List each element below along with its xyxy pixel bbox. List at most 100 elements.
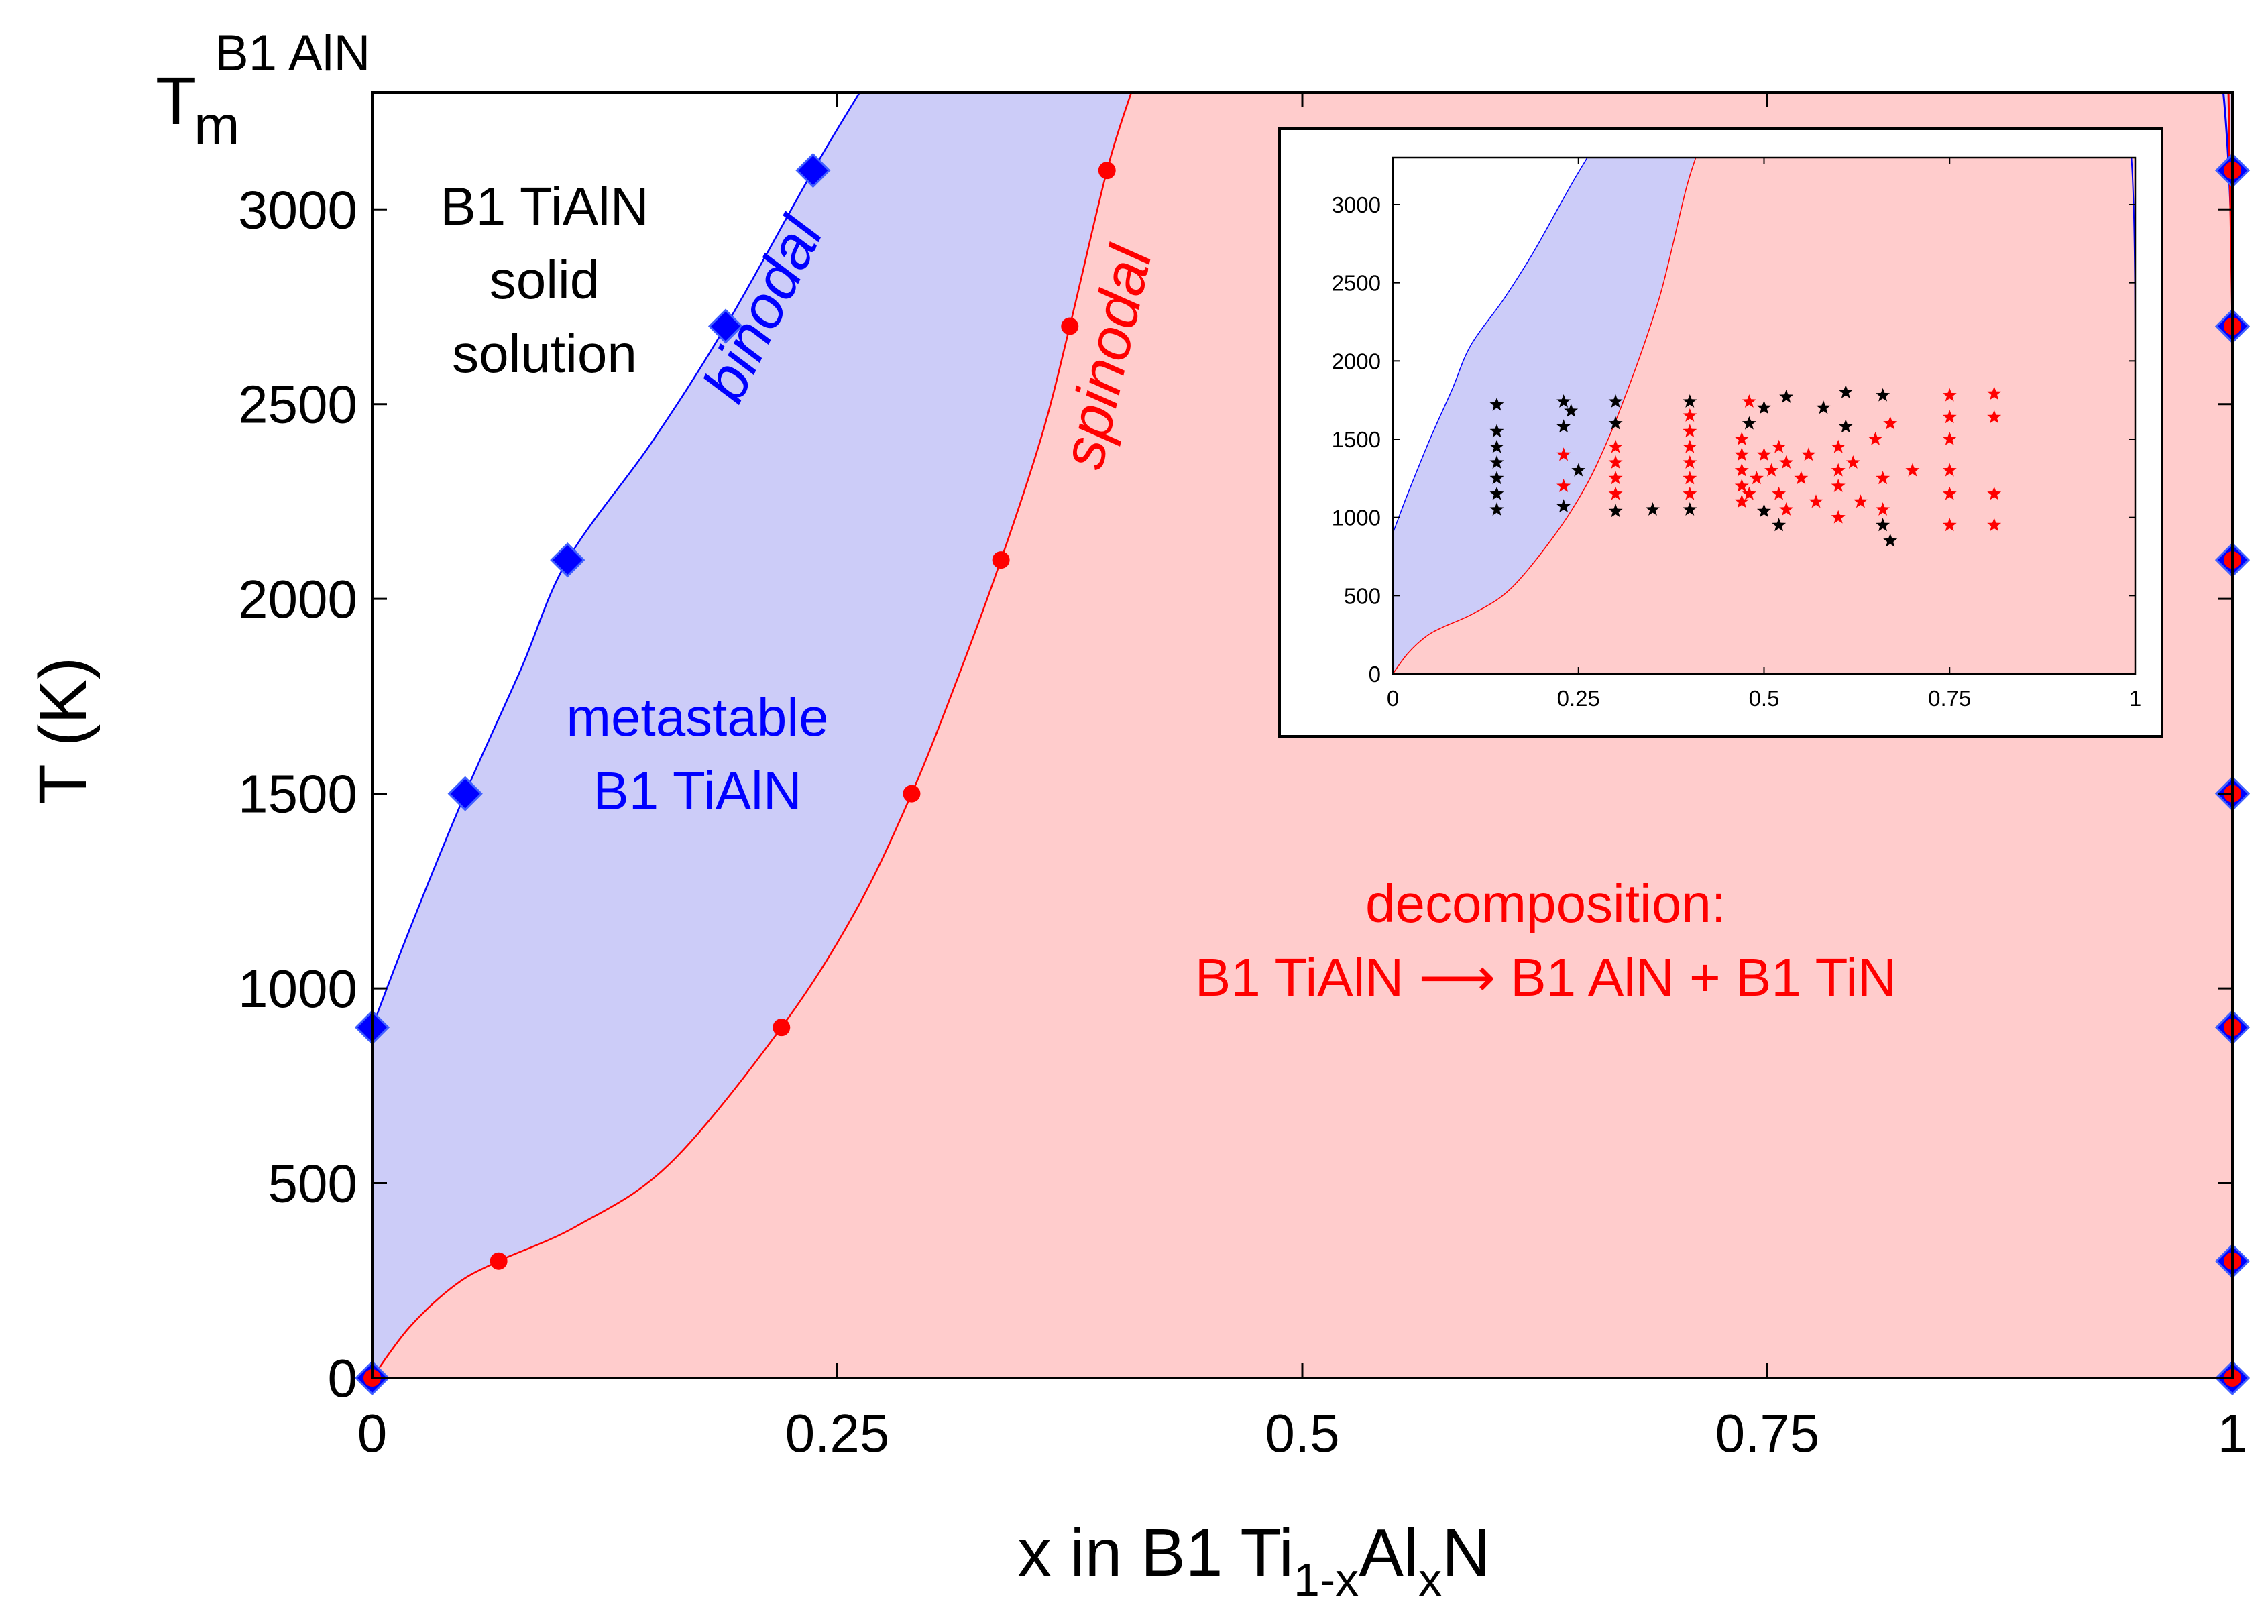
y-tick-label: 2000: [238, 569, 357, 629]
inset-star-red: [1742, 486, 1756, 500]
y-axis-label: T (K): [25, 657, 101, 805]
inset-y-tick-label: 3000: [1332, 192, 1381, 217]
inset-star-red: [1876, 502, 1890, 516]
inset-star-red: [1779, 455, 1794, 469]
metastable-region-fill: [372, 93, 1131, 1378]
inset-y-tick-label: 2000: [1332, 349, 1381, 373]
inset-star-red: [1683, 471, 1697, 485]
inset-star-red: [1683, 408, 1697, 422]
inset-star-red: [1876, 471, 1890, 485]
inset-star-red: [1942, 486, 1957, 500]
inset-star-black: [1838, 419, 1853, 433]
inset-x-tick-label: 1: [2129, 686, 2141, 711]
metastable-label-line2: B1 TiAlN: [593, 761, 801, 821]
inset-y-tick-label: 1000: [1332, 506, 1381, 530]
y-tick-label: 3000: [238, 180, 357, 239]
inset-star-red: [1608, 471, 1623, 485]
annotations: B1 TiAlN solid solution binodal spinodal…: [440, 176, 1896, 1007]
solid-solution-label-line1: B1 TiAlN: [440, 176, 648, 236]
binodal-point: [795, 153, 831, 188]
x-axis-label-al: Al: [1359, 1515, 1418, 1590]
inset-star-red: [1831, 479, 1846, 492]
inset-star-black: [1646, 502, 1660, 516]
inset-star-red: [1683, 424, 1697, 438]
inset-star-black: [1564, 404, 1579, 417]
inset-star-black: [1876, 388, 1890, 402]
inset-star-red: [1742, 394, 1756, 408]
inset-spinodal-curve: [1393, 158, 1697, 674]
inset-star-black: [1556, 394, 1571, 408]
inset-star-black: [1489, 502, 1504, 516]
inset-star-black: [1556, 419, 1571, 433]
inset-star-red: [1987, 410, 2002, 424]
x-tick-label: 1: [2218, 1403, 2248, 1463]
inset-star-black: [1683, 394, 1697, 408]
inset-star-red: [1734, 479, 1749, 492]
inset-star-black: [1571, 463, 1586, 477]
x-tick-label: 0.75: [1715, 1403, 1820, 1463]
inset-star-red: [1794, 471, 1809, 485]
y-tick-label: 1000: [238, 959, 357, 1019]
inset-star-black: [1489, 471, 1504, 485]
tm-sup: B1 AlN: [215, 25, 370, 82]
inset-star-red: [1831, 439, 1846, 453]
binodal-point: [550, 542, 585, 578]
inset-y-tick-label: 1500: [1332, 427, 1381, 452]
inset-star-red: [1683, 439, 1697, 453]
spinodal-point: [1061, 317, 1079, 335]
inset-star-red: [1608, 486, 1623, 500]
inset-y-tick-label: 500: [1344, 583, 1381, 608]
inset-x-tick-label: 0.25: [1557, 686, 1600, 711]
y-tick-label: 0: [328, 1348, 358, 1408]
inset-star-black: [1838, 385, 1853, 398]
inset-star-red: [1556, 447, 1571, 461]
inset-star-red: [1942, 432, 1957, 445]
data-markers: [354, 153, 2251, 1396]
solid-solution-label-line3: solution: [452, 324, 637, 384]
inset-star-black: [1556, 499, 1571, 513]
inset-star-black: [1489, 486, 1504, 500]
inset-binodal-curve: [1393, 158, 1588, 674]
inset-star-red: [1772, 439, 1787, 453]
spinodal-point: [490, 1252, 508, 1270]
binodal-point: [447, 776, 483, 811]
inset-y-tick-label: 2500: [1332, 271, 1381, 296]
y-tick-label: 500: [268, 1154, 357, 1214]
inset-star-red: [1683, 455, 1697, 469]
inset-star-red: [1608, 439, 1623, 453]
inset-star-black: [1779, 390, 1794, 403]
inset-star-red: [1846, 455, 1860, 469]
inset-star-black: [1772, 518, 1787, 532]
inset-star-red: [1853, 494, 1868, 508]
inset-star-black: [1816, 400, 1831, 414]
inset-star-red: [1556, 479, 1571, 492]
inset-star-red: [1987, 486, 2002, 500]
x-axis-label-n: N: [1442, 1515, 1490, 1590]
inset-star-black: [1683, 502, 1697, 516]
inset-x-tick-label: 0.75: [1928, 686, 1971, 711]
inset-star-red: [1987, 386, 2002, 400]
decomposition-label-line2: B1 TiAlN ⟶ B1 AlN + B1 TiN: [1195, 947, 1896, 1007]
inset-star-black: [1608, 416, 1623, 430]
inset-star-red: [1809, 494, 1823, 508]
inset-x-tick-label: 0.5: [1749, 686, 1780, 711]
inset-star-black: [1608, 394, 1623, 408]
inset-star-red: [1683, 486, 1697, 500]
spinodal-point: [903, 785, 921, 803]
metastable-label-line1: metastable: [566, 687, 828, 747]
x-axis-label-base: x in B1 Ti: [1018, 1515, 1294, 1590]
inset-star-black: [1757, 504, 1771, 518]
x-axis-label-sub1: 1-x: [1294, 1554, 1359, 1606]
inset-star-red: [1801, 447, 1816, 461]
y-tick-label: 1500: [238, 764, 357, 824]
inset-decomposition-fill: [1393, 158, 2135, 674]
inset-star-black: [1742, 416, 1756, 430]
melting-temperature-label: Tm B1 AlN: [156, 25, 370, 156]
x-tick-label: 0.25: [785, 1403, 890, 1463]
inset-star-red: [1942, 410, 1957, 424]
inset-star-red: [1987, 518, 2002, 532]
inset-stars: [1489, 385, 2002, 547]
inset-star-red: [1764, 463, 1778, 477]
